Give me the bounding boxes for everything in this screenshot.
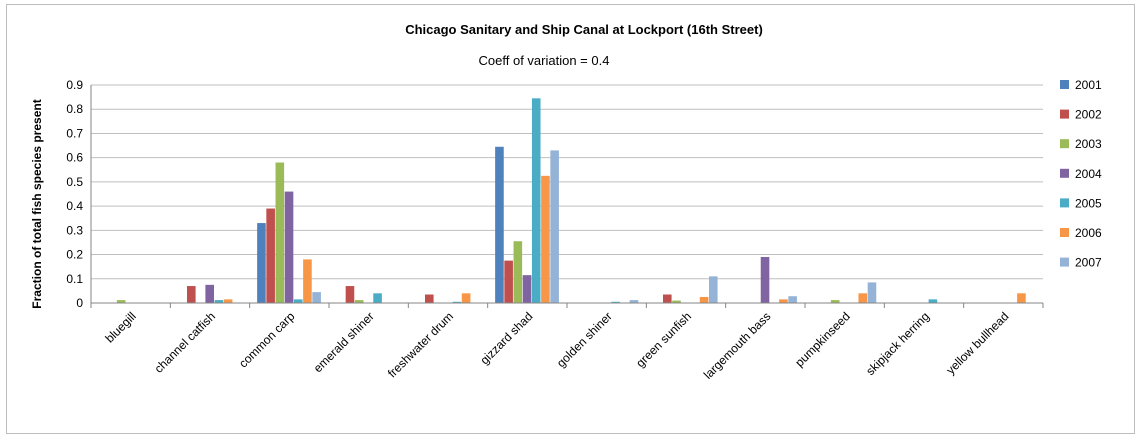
bar-2004 [760,256,770,303]
bar-2002 [266,208,275,303]
bar-2006 [858,293,868,303]
x-tick-label: pumpkinseed [792,309,852,369]
bar-2006 [461,293,471,303]
bar-2007 [709,276,718,303]
bar-2006 [223,299,233,303]
legend-swatch [1060,80,1069,89]
chart-frame: Chicago Sanitary and Ship Canal at Lockp… [6,4,1135,434]
bar-2007 [312,292,321,303]
x-tick-label: gizzard shad [477,309,535,367]
bar-2003 [116,300,126,303]
bar-2002 [504,260,513,303]
x-tick-label: bluegill [102,309,138,345]
bar-2005 [373,293,382,303]
bar-2001 [495,146,504,303]
legend-swatch [1060,139,1069,149]
bar-2003 [275,162,285,303]
legend-swatch [1060,109,1069,119]
bar-2003 [513,241,523,303]
bar-2005 [928,299,938,303]
legend-label: 2002 [1075,108,1102,122]
gridlines [90,84,1043,303]
y-tick-label: 0.2 [66,248,83,262]
x-tick-label: largemouth bass [701,309,774,382]
bar-2002 [425,294,434,303]
bar-2003 [354,300,364,303]
bar-2006 [779,299,788,303]
y-tick-label: 0.9 [66,78,83,92]
x-tick-label: yellow bullhead [944,309,1012,377]
bar-2004 [522,275,532,303]
x-tick-label: freshwater drum [385,309,456,380]
legend-label: 2004 [1075,167,1102,181]
legend-swatch [1060,198,1069,208]
bar-2006 [303,259,312,303]
legend-label: 2005 [1075,196,1102,210]
legend: 2001 2002 2003 2004 2005 2006 2007 [1060,78,1102,270]
x-tick-label: channel catfish [152,309,219,376]
y-axis-label: Fraction of total fish species present [30,99,44,308]
bar-2002 [187,286,196,303]
bar-2003 [672,300,681,303]
y-tick-label: 0.8 [66,102,83,116]
bar-2007 [629,300,639,303]
bar-2006 [1017,293,1026,303]
bar-2005 [611,301,620,303]
y-tick-label: 0 [76,296,83,310]
x-tick-label: emerald shiner [311,309,377,375]
bar-2007 [867,282,877,303]
legend-label: 2003 [1075,137,1102,151]
bar-2005 [293,299,303,303]
bar-2002 [345,286,355,303]
y-tick-label: 0.4 [66,199,83,213]
y-tick-label: 0.6 [66,151,83,165]
y-tick-label: 0.1 [66,272,83,286]
bars [116,98,1026,303]
x-tick-label: skipjack herring [863,309,932,378]
x-tick-label: common carp [236,309,298,371]
bar-2005 [452,301,462,303]
x-tick-labels: bluegill channel catfish common carp emeral… [102,309,1011,382]
x-tick-label: green sunfish [633,309,694,370]
legend-label: 2006 [1075,226,1102,240]
legend-label: 2001 [1075,78,1102,92]
bar-2007 [550,150,559,303]
legend-label: 2007 [1075,256,1102,270]
bar-2003 [830,300,840,303]
chart-subtitle: Coeff of variation = 0.4 [479,53,610,68]
legend-swatch [1060,228,1069,237]
bar-2007 [788,296,797,303]
y-tick-label: 0.7 [66,126,83,140]
bar-2005 [531,98,541,303]
bar-2004 [284,191,294,303]
bar-2004 [205,284,214,303]
x-tick-label: golden shiner [554,309,615,370]
legend-swatch [1060,257,1069,267]
bar-2001 [257,223,266,303]
x-axis [90,302,1044,308]
bar-2002 [663,294,672,303]
bar-2006 [699,296,709,303]
chart: Chicago Sanitary and Ship Canal at Lockp… [30,22,1102,382]
bar-2006 [541,175,550,303]
y-tick-labels: 0 0.1 0.2 0.3 0.4 0.5 0.6 0.7 0.8 0.9 [66,78,83,310]
legend-swatch [1060,168,1069,178]
chart-title: Chicago Sanitary and Ship Canal at Lockp… [405,22,763,37]
y-tick-label: 0.3 [66,223,83,237]
y-tick-label: 0.5 [66,175,83,189]
bar-2005 [214,300,224,303]
